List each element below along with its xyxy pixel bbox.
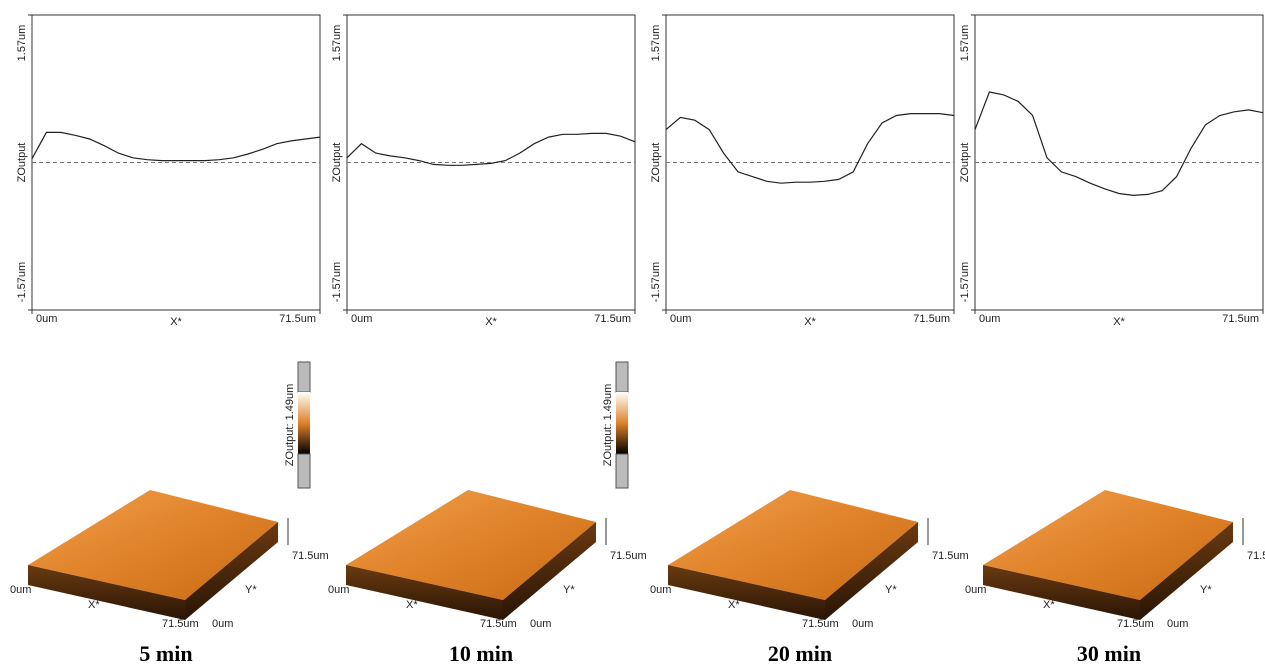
y-axis-label: ZOutput bbox=[959, 143, 971, 183]
x-axis-label: X* bbox=[170, 316, 182, 328]
surface-top bbox=[346, 490, 596, 600]
y-tick-label: 1.57um bbox=[650, 25, 662, 62]
x-axis-text: X* bbox=[406, 599, 418, 611]
y-tick-label: 1.57um bbox=[16, 25, 28, 62]
colorbar-cap bbox=[615, 453, 629, 489]
colorbar-cap bbox=[297, 453, 311, 489]
x-axis-text: 0um bbox=[10, 584, 31, 596]
y-tick-label: -1.57um bbox=[650, 262, 662, 302]
x-axis-text: 71.5um bbox=[162, 618, 199, 630]
surface-side bbox=[983, 565, 1140, 620]
y-axis-text: 0um bbox=[1167, 618, 1188, 630]
x-axis-text: 0um bbox=[650, 584, 671, 596]
x-axis-text: 71.5um bbox=[802, 618, 839, 630]
x-tick-label: 0um bbox=[351, 313, 372, 325]
x-axis-text: X* bbox=[728, 599, 740, 611]
y-axis-text: 71.5um bbox=[932, 550, 969, 562]
caption: 5 min bbox=[139, 641, 192, 666]
profile-line bbox=[665, 113, 955, 184]
profile-line bbox=[974, 91, 1264, 197]
x-tick-label: 0um bbox=[979, 313, 1000, 325]
y-axis-text: Y* bbox=[563, 584, 575, 596]
y-axis-text: Y* bbox=[245, 584, 257, 596]
y-axis-text: 71.5um bbox=[610, 550, 647, 562]
y-tick-label: -1.57um bbox=[16, 262, 28, 302]
caption: 30 min bbox=[1077, 641, 1141, 666]
y-axis-text: 0um bbox=[530, 618, 551, 630]
x-axis-label: X* bbox=[485, 316, 497, 328]
y-axis-text: 71.5um bbox=[1247, 550, 1265, 562]
y-axis-text: 71.5um bbox=[292, 550, 329, 562]
colorbar-label: ZOutput: 1.49um bbox=[602, 384, 614, 467]
x-axis-text: X* bbox=[1043, 599, 1055, 611]
surface-side bbox=[503, 522, 596, 620]
x-tick-label: 71.5um bbox=[279, 313, 316, 325]
y-tick-label: 1.57um bbox=[331, 25, 343, 62]
y-axis-text: 0um bbox=[212, 618, 233, 630]
y-tick-label: -1.57um bbox=[331, 262, 343, 302]
x-axis-text: 71.5um bbox=[480, 618, 517, 630]
x-tick-label: 71.5um bbox=[1222, 313, 1259, 325]
surface-top bbox=[668, 490, 918, 600]
y-tick-label: 1.57um bbox=[959, 25, 971, 62]
colorbar bbox=[616, 392, 628, 454]
x-axis-text: 0um bbox=[328, 584, 349, 596]
y-tick-label: -1.57um bbox=[959, 262, 971, 302]
x-axis-label: X* bbox=[804, 316, 816, 328]
colorbar bbox=[298, 392, 310, 454]
x-tick-label: 0um bbox=[670, 313, 691, 325]
x-axis-text: 0um bbox=[965, 584, 986, 596]
x-tick-label: 0um bbox=[36, 313, 57, 325]
surface-side bbox=[185, 522, 278, 620]
caption: 20 min bbox=[768, 641, 832, 666]
surface-top bbox=[28, 490, 278, 600]
profile-line bbox=[31, 131, 321, 162]
profile-line bbox=[346, 132, 636, 166]
x-tick-label: 71.5um bbox=[594, 313, 631, 325]
y-axis-label: ZOutput bbox=[16, 143, 28, 183]
x-tick-label: 71.5um bbox=[913, 313, 950, 325]
y-axis-text: Y* bbox=[1200, 584, 1212, 596]
colorbar-cap bbox=[615, 361, 629, 393]
x-axis-text: X* bbox=[88, 599, 100, 611]
x-axis-label: X* bbox=[1113, 316, 1125, 328]
caption: 10 min bbox=[449, 641, 513, 666]
surface-top bbox=[983, 490, 1233, 600]
x-axis-text: 71.5um bbox=[1117, 618, 1154, 630]
surface-side bbox=[668, 565, 825, 620]
surface-side bbox=[825, 522, 918, 620]
surface-side bbox=[1140, 522, 1233, 620]
y-axis-text: Y* bbox=[885, 584, 897, 596]
y-axis-text: 0um bbox=[852, 618, 873, 630]
colorbar-cap bbox=[297, 361, 311, 393]
y-axis-label: ZOutput bbox=[650, 143, 662, 183]
surface-side bbox=[28, 565, 185, 620]
colorbar-label: ZOutput: 1.49um bbox=[284, 384, 296, 467]
surface-side bbox=[346, 565, 503, 620]
y-axis-label: ZOutput bbox=[331, 143, 343, 183]
